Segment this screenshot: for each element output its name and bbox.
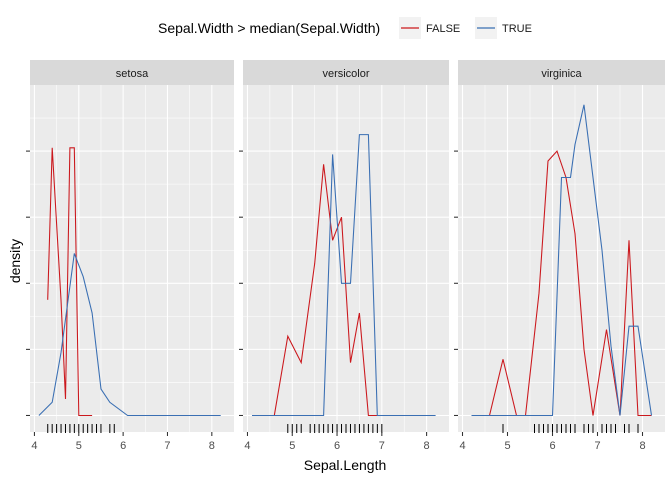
x-tick-label: 4 — [244, 440, 250, 452]
panel-background — [30, 85, 234, 432]
strip-label: setosa — [116, 68, 149, 80]
legend-label: TRUE — [502, 23, 532, 35]
strip-background — [243, 60, 449, 85]
x-tick-label: 7 — [594, 440, 600, 452]
x-tick-label: 6 — [120, 440, 126, 452]
x-tick-label: 5 — [504, 440, 510, 452]
x-tick-label: 6 — [549, 440, 555, 452]
strip-label: virginica — [541, 68, 582, 80]
density-line-true — [38, 253, 221, 417]
strip-label: versicolor — [322, 68, 369, 80]
x-tick-label: 7 — [164, 440, 170, 452]
density-line-false — [273, 164, 387, 417]
x-tick-label: 8 — [424, 440, 430, 452]
legend-entry-false: FALSE — [399, 17, 460, 39]
x-tick-label: 8 — [639, 440, 645, 452]
panel-versicolor: versicolor 4 5 6 7 8 — [239, 60, 449, 452]
x-tick-label: 5 — [289, 440, 295, 452]
strip-background — [458, 60, 665, 85]
panel-virginica: virginica 4 5 6 7 8 — [454, 60, 665, 452]
x-axis-title: Sepal.Length — [304, 457, 387, 473]
panel-background — [458, 85, 665, 432]
x-tick-label: 4 — [459, 440, 465, 452]
density-line-true — [252, 134, 436, 417]
x-tick-label: 6 — [334, 440, 340, 452]
legend-title: Sepal.Width > median(Sepal.Width) — [158, 20, 380, 36]
density-line-false — [47, 147, 93, 417]
x-tick-label: 5 — [76, 440, 82, 452]
x-tick-label: 8 — [209, 440, 215, 452]
x-tick-label: 7 — [379, 440, 385, 452]
density-line-true — [471, 104, 653, 417]
strip-background — [30, 60, 234, 85]
x-tick-label: 4 — [31, 440, 37, 452]
y-axis-title: density — [7, 239, 23, 283]
panel-background — [243, 85, 449, 432]
legend: Sepal.Width > median(Sepal.Width) FALSE T… — [158, 17, 532, 39]
legend-label: FALSE — [426, 23, 460, 35]
panel-setosa: setosa 4 5 6 7 8 — [26, 60, 234, 452]
legend-entry-true: TRUE — [475, 17, 532, 39]
